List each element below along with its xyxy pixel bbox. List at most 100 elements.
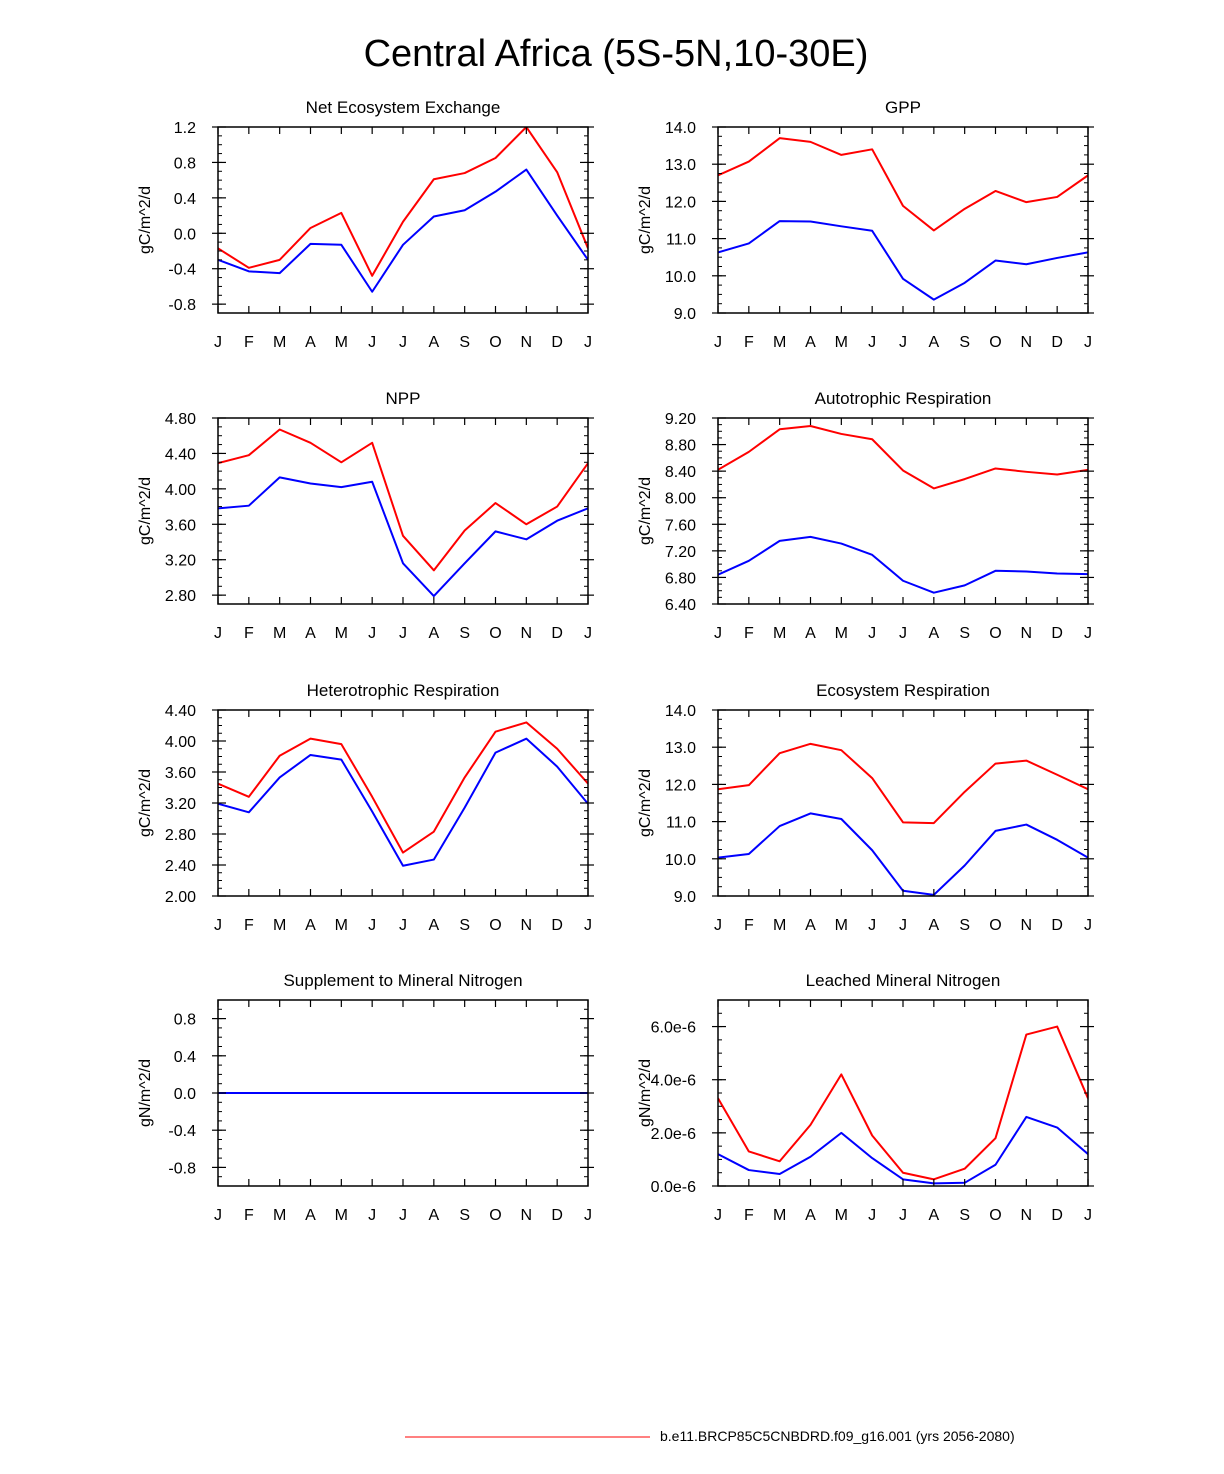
panel-5: Heterotrophic Respiration gC/m^2/d J F M A M J J… [137,681,594,934]
x-tick-label: J [214,334,222,351]
panel-title: Autotrophic Respiration [815,389,992,408]
plot-frame [717,126,1089,314]
x-tick-label: F [244,625,254,642]
panel-title: Supplement to Mineral Nitrogen [283,971,522,990]
panel-title: GPP [885,98,921,117]
x-tick-label: S [459,1207,470,1224]
x-tick-label: A [428,917,439,934]
x-tick-label: J [1084,917,1092,934]
y-tick-label: 13.0 [665,157,696,174]
x-tick-label: J [584,625,592,642]
x-tick-label: M [335,1207,348,1224]
legend: b.e11.BRCP85C5CNBDRD.f09_g16.001 (yrs 20… [405,1428,1015,1444]
x-tick-label: O [489,625,501,642]
x-tick-label: J [868,334,876,351]
y-tick-label: -0.4 [168,1123,196,1140]
x-tick-label: M [273,625,286,642]
x-tick-label: F [744,334,754,351]
y-tick-label: 0.4 [174,1049,196,1066]
x-tick-label: A [805,625,816,642]
y-tick-label: 13.0 [665,740,696,757]
y-axis-label: gC/m^2/d [137,477,154,545]
x-tick-label: M [335,334,348,351]
panel-title: Heterotrophic Respiration [307,681,500,700]
y-tick-label: 3.60 [165,765,196,782]
y-tick-label: 2.00 [165,889,196,906]
x-tick-label: A [428,625,439,642]
x-tick-label: J [368,625,376,642]
x-tick-label: D [551,625,563,642]
y-tick-label: 6.40 [665,597,696,614]
y-tick-label: 7.60 [665,517,696,534]
x-tick-label: M [835,334,848,351]
panel-6: Ecosystem Respiration gC/m^2/d J F M A M J J A S O N… [637,681,1094,934]
series-line-red [718,424,1088,490]
x-tick-label: D [1051,334,1063,351]
y-tick-label: 8.00 [665,491,696,508]
series-line-red [218,428,588,572]
x-tick-label: M [773,917,786,934]
x-tick-label: J [399,625,407,642]
x-tick-label: J [584,1207,592,1224]
x-tick-label: J [368,334,376,351]
x-tick-label: A [805,334,816,351]
x-tick-label: S [959,625,970,642]
x-tick-label: N [521,1207,533,1224]
y-tick-label: 4.80 [165,411,196,428]
series-line-blue [218,168,588,293]
panel-8: Leached Mineral Nitrogen gN/m^2/d J F M A M J J A… [637,971,1094,1224]
x-tick-label: F [744,625,754,642]
y-axis-label: gC/m^2/d [637,477,654,545]
x-tick-label: M [273,1207,286,1224]
y-tick-label: 4.40 [165,446,196,463]
x-tick-label: D [551,1207,563,1224]
x-tick-label: A [928,625,939,642]
y-tick-label: 9.0 [674,306,696,323]
series-line-blue [218,737,588,867]
y-tick-label: 3.60 [165,517,196,534]
x-tick-label: J [399,1207,407,1224]
x-tick-label: J [714,334,722,351]
panel-title: Net Ecosystem Exchange [306,98,501,117]
x-tick-label: N [1021,1207,1033,1224]
x-tick-label: A [305,625,316,642]
x-tick-label: N [1021,334,1033,351]
y-tick-label: 4.0e-6 [651,1073,696,1090]
x-tick-label: N [521,625,533,642]
y-axis-label: gN/m^2/d [137,1059,154,1127]
x-tick-label: N [521,917,533,934]
y-tick-label: 14.0 [665,703,696,720]
y-tick-label: 0.0 [174,1086,196,1103]
legend-label: b.e11.BRCP85C5CNBDRD.f09_g16.001 (yrs 20… [660,1428,1015,1444]
plot-frame [717,417,1089,605]
x-tick-label: S [459,334,470,351]
x-tick-label: M [835,917,848,934]
x-tick-label: A [928,917,939,934]
y-tick-label: 4.00 [165,482,196,499]
y-tick-label: 12.0 [665,194,696,211]
y-tick-label: 14.0 [665,120,696,137]
y-tick-label: 8.40 [665,464,696,481]
x-tick-label: J [1084,1207,1092,1224]
x-tick-label: A [305,334,316,351]
panel-2: GPP gC/m^2/d J F M A M J J A S O N D J 9.0 10.0 11.0 12.0 1… [637,98,1094,351]
x-tick-label: F [244,1207,254,1224]
y-tick-label: 4.40 [165,703,196,720]
x-tick-label: J [714,625,722,642]
y-axis-label: gC/m^2/d [637,769,654,837]
x-tick-label: O [989,1207,1001,1224]
x-tick-label: M [335,625,348,642]
x-tick-label: D [551,917,563,934]
series-line-blue [218,476,588,598]
y-tick-label: 2.0e-6 [651,1126,696,1143]
y-tick-label: 0.8 [174,155,196,172]
x-tick-label: A [305,917,316,934]
x-tick-label: F [244,917,254,934]
x-tick-label: A [428,1207,439,1224]
series-line-red [718,1025,1088,1181]
y-tick-label: 10.0 [665,852,696,869]
x-tick-label: A [305,1207,316,1224]
plot-frame [217,126,589,314]
x-tick-label: J [899,917,907,934]
x-tick-label: O [489,334,501,351]
